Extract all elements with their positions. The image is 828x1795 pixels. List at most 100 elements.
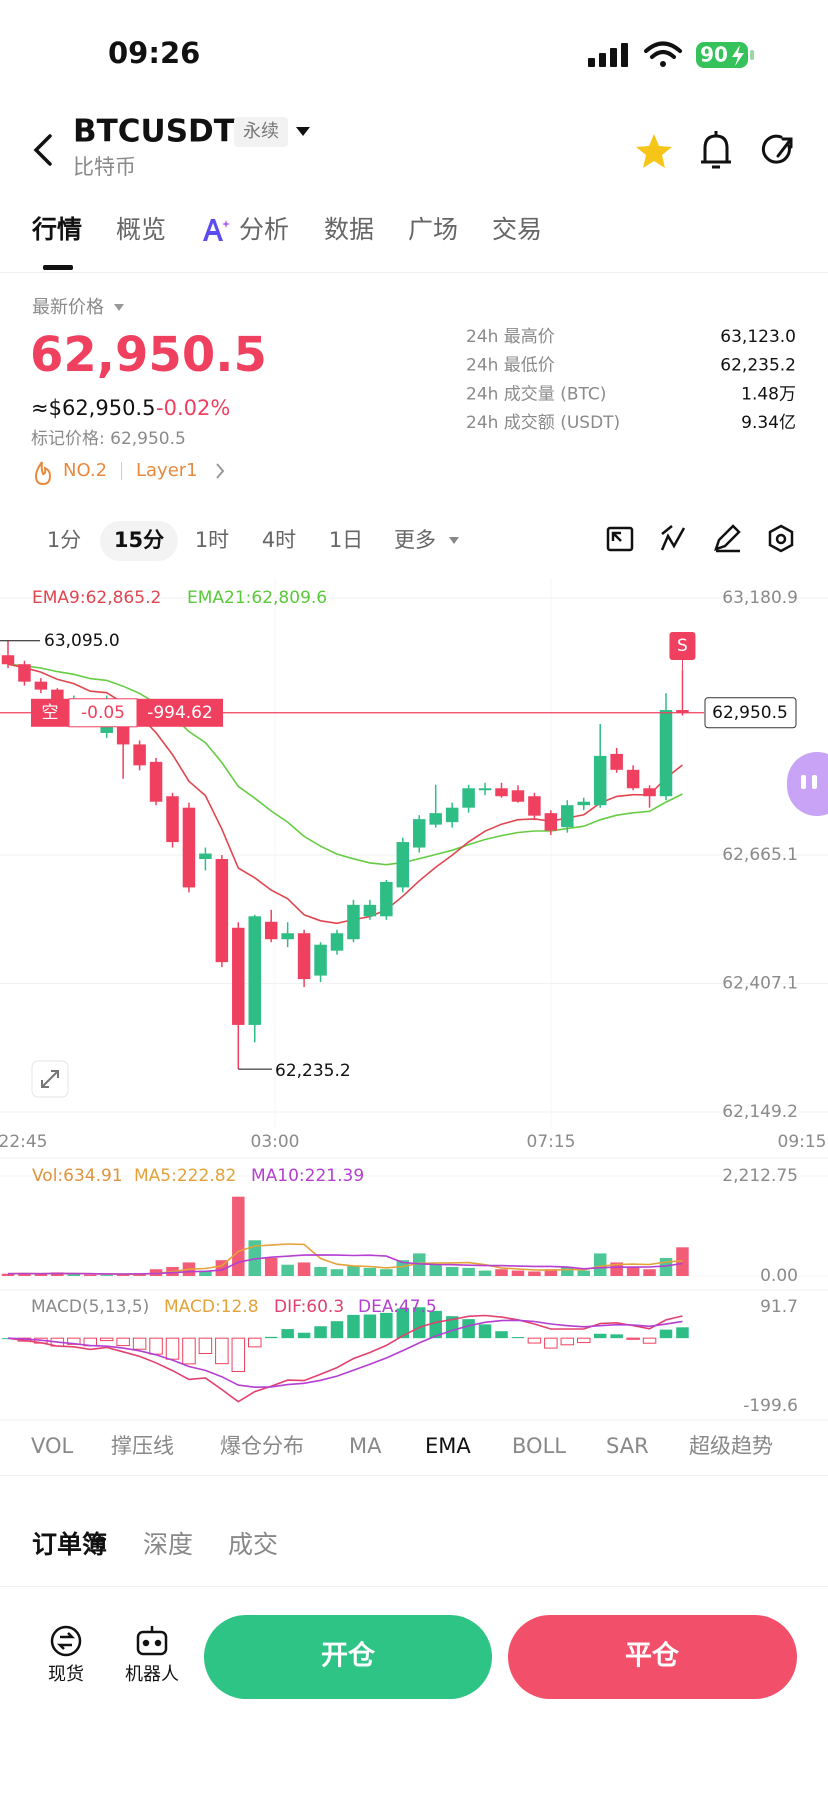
interval[interactable]: 更多 — [394, 528, 436, 552]
candle-body — [34, 681, 48, 690]
indicator[interactable]: MA — [349, 1434, 382, 1458]
macd-hist — [231, 1337, 246, 1373]
indicator[interactable]: 爆仓分布 — [220, 1434, 304, 1458]
candle-body — [659, 710, 673, 797]
interval[interactable]: 1时 — [195, 528, 229, 552]
y-tick-label: 62,407.1 — [722, 974, 798, 994]
divider — [0, 272, 828, 273]
battery — [696, 42, 748, 68]
mark-price: 标记价格: 62,950.5 — [31, 429, 186, 449]
close-label[interactable]: 平仓 — [625, 1641, 680, 1672]
price-tag: 62,950.5 — [712, 703, 788, 723]
price-label-dropdown[interactable] — [114, 304, 124, 311]
macd-hist — [149, 1337, 163, 1355]
tab[interactable]: 数据 — [324, 215, 374, 244]
book-tab[interactable]: 深度 — [143, 1530, 193, 1559]
position-size[interactable]: -0.05 — [81, 703, 125, 723]
volume-bar — [330, 1269, 344, 1276]
alert-button[interactable] — [701, 131, 731, 169]
price-change: -0.02% — [156, 396, 230, 420]
volume-bar — [643, 1269, 656, 1276]
position-pnl[interactable]: -994.62 — [147, 703, 213, 723]
close-button[interactable] — [508, 1615, 797, 1699]
candle-body — [314, 944, 327, 976]
interval[interactable]: 4时 — [262, 528, 296, 552]
macd-hist — [297, 1332, 311, 1339]
position-side[interactable]: 空 — [42, 703, 59, 723]
tab[interactable]: 概览 — [116, 215, 166, 244]
chart-tools[interactable] — [606, 524, 794, 553]
dropdown[interactable] — [296, 127, 310, 136]
volume-bar — [116, 1274, 130, 1276]
candle-body — [215, 859, 229, 963]
macd-hist — [593, 1333, 607, 1339]
indicator[interactable]: BOLL — [512, 1434, 566, 1458]
indicator[interactable]: 撑压线 — [111, 1434, 174, 1458]
more-dropdown[interactable] — [449, 537, 459, 544]
back-button[interactable] — [33, 134, 52, 166]
candle-body — [18, 664, 31, 682]
dif-line — [7, 1314, 683, 1403]
macd-hist — [610, 1334, 623, 1339]
volume-bar — [100, 1275, 113, 1276]
volume-bar — [232, 1196, 245, 1276]
volume-bar — [396, 1260, 410, 1276]
time-label: 07:15 — [527, 1132, 576, 1152]
volume-bar — [413, 1253, 426, 1276]
open-label[interactable]: 开仓 — [321, 1641, 376, 1672]
interval[interactable]: 1日 — [329, 528, 363, 552]
open-button[interactable] — [204, 1615, 492, 1699]
volume-bar — [1, 1273, 15, 1276]
indicator[interactable]: VOL — [31, 1434, 74, 1458]
stat-value: 63,123.0 — [720, 327, 796, 347]
spot-icon[interactable] — [50, 1625, 82, 1657]
macd-hist — [363, 1314, 377, 1339]
indicator[interactable]: EMA — [425, 1434, 471, 1458]
y-tick-label: 63,180.9 — [722, 588, 798, 608]
candle-body — [495, 788, 508, 797]
candle-body — [593, 755, 607, 806]
spot-label[interactable]: 现货 — [48, 1664, 84, 1685]
book-tab[interactable]: 成交 — [228, 1530, 278, 1559]
volume-bar — [347, 1266, 360, 1276]
home-area — [0, 1740, 828, 1795]
fullscreen-button[interactable] — [31, 1060, 69, 1098]
vol-ma10-line — [7, 1254, 683, 1275]
volume-bar — [297, 1262, 311, 1276]
candle-body — [182, 807, 196, 888]
robot-icon[interactable] — [136, 1626, 168, 1656]
tab[interactable]: 广场 — [408, 215, 458, 244]
price-tag-bg — [704, 697, 797, 729]
interval[interactable]: 15分 — [114, 528, 164, 552]
indicator[interactable]: 超级趋势 — [689, 1434, 773, 1458]
macd-hist — [347, 1314, 360, 1339]
volume-bar — [264, 1257, 278, 1276]
interval[interactable]: 1分 — [47, 528, 81, 552]
chevron[interactable] — [216, 463, 225, 479]
sector-tag[interactable]: Layer1 — [136, 460, 198, 481]
tab[interactable]: 分析 — [239, 215, 289, 244]
candle-body — [199, 853, 212, 860]
symbol: BTCUSDT — [73, 114, 235, 150]
share-button[interactable] — [761, 134, 793, 164]
bolt — [732, 45, 744, 66]
macd-hist — [264, 1336, 278, 1339]
tab[interactable]: 交易 — [492, 215, 542, 244]
macd-hist — [676, 1327, 689, 1339]
candle-body — [610, 753, 623, 770]
floating-assistant[interactable] — [787, 752, 828, 816]
favorite[interactable] — [636, 134, 672, 168]
robot-label[interactable]: 机器人 — [125, 1664, 179, 1685]
macd-hist — [132, 1337, 147, 1350]
y-tick-label: 2,212.75 — [722, 1166, 798, 1186]
book-tab[interactable]: 订单簿 — [32, 1530, 107, 1559]
stat-value: 9.34亿 — [741, 413, 796, 433]
indicator[interactable]: SAR — [606, 1434, 649, 1458]
macd-hist — [314, 1326, 327, 1339]
volume-bar — [593, 1253, 607, 1276]
candle-body — [561, 805, 574, 828]
stat-label: 24h 成交额 (USDT) — [466, 413, 620, 433]
volume-bar — [281, 1264, 294, 1276]
tab[interactable]: 行情 — [31, 215, 82, 244]
y-tick-label: 0.00 — [760, 1266, 798, 1286]
